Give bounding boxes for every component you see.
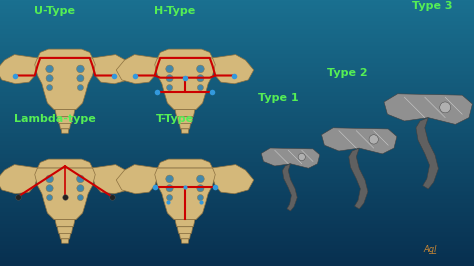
Circle shape	[197, 65, 204, 73]
Text: Agl̲: Agl̲	[423, 245, 437, 254]
Polygon shape	[55, 110, 75, 117]
Polygon shape	[261, 148, 320, 168]
Polygon shape	[321, 128, 397, 154]
Circle shape	[440, 102, 451, 113]
Polygon shape	[155, 168, 215, 220]
Circle shape	[46, 75, 53, 82]
Circle shape	[166, 75, 173, 82]
Polygon shape	[157, 49, 212, 58]
Polygon shape	[157, 159, 212, 168]
Circle shape	[77, 85, 83, 91]
Circle shape	[77, 75, 84, 82]
Polygon shape	[92, 165, 134, 194]
Text: Lambda-type: Lambda-type	[14, 114, 96, 124]
Circle shape	[166, 85, 173, 91]
Circle shape	[77, 194, 83, 201]
Text: Type 3: Type 3	[412, 1, 452, 11]
Polygon shape	[180, 233, 191, 239]
Circle shape	[46, 185, 53, 192]
Polygon shape	[180, 123, 191, 129]
Polygon shape	[181, 129, 189, 133]
Polygon shape	[37, 49, 92, 58]
Text: T-Type: T-Type	[156, 114, 194, 124]
Polygon shape	[57, 117, 73, 123]
Circle shape	[166, 185, 173, 192]
Polygon shape	[175, 220, 195, 227]
Polygon shape	[155, 58, 215, 110]
Polygon shape	[0, 165, 37, 194]
Circle shape	[197, 75, 204, 82]
Polygon shape	[0, 55, 37, 84]
Polygon shape	[116, 55, 157, 84]
Circle shape	[166, 175, 173, 183]
Polygon shape	[175, 110, 195, 117]
Circle shape	[46, 194, 53, 201]
Circle shape	[166, 65, 173, 73]
Polygon shape	[416, 118, 438, 189]
Circle shape	[197, 85, 203, 91]
Polygon shape	[349, 148, 368, 209]
Polygon shape	[212, 165, 254, 194]
Circle shape	[77, 185, 84, 192]
Polygon shape	[55, 220, 75, 227]
Polygon shape	[212, 55, 254, 84]
Circle shape	[46, 65, 54, 73]
Polygon shape	[60, 233, 71, 239]
Circle shape	[46, 85, 53, 91]
Polygon shape	[384, 94, 473, 124]
Circle shape	[166, 194, 173, 201]
Polygon shape	[116, 165, 157, 194]
Polygon shape	[61, 239, 69, 243]
Polygon shape	[61, 129, 69, 133]
Circle shape	[76, 65, 84, 73]
Circle shape	[298, 153, 305, 161]
Polygon shape	[177, 227, 193, 233]
Circle shape	[76, 175, 84, 183]
Circle shape	[197, 194, 203, 201]
Polygon shape	[92, 55, 134, 84]
Circle shape	[46, 175, 54, 183]
Circle shape	[197, 175, 204, 183]
Polygon shape	[35, 168, 95, 220]
Circle shape	[369, 135, 378, 144]
Polygon shape	[283, 164, 297, 211]
Text: Type 2: Type 2	[327, 68, 367, 78]
Polygon shape	[177, 117, 193, 123]
Polygon shape	[57, 227, 73, 233]
Circle shape	[197, 185, 204, 192]
Polygon shape	[35, 58, 95, 110]
Text: U-Type: U-Type	[35, 6, 75, 16]
Polygon shape	[37, 159, 92, 168]
Text: Type 1: Type 1	[258, 93, 298, 103]
Polygon shape	[60, 123, 71, 129]
Text: H-Type: H-Type	[155, 6, 196, 16]
Polygon shape	[181, 239, 189, 243]
